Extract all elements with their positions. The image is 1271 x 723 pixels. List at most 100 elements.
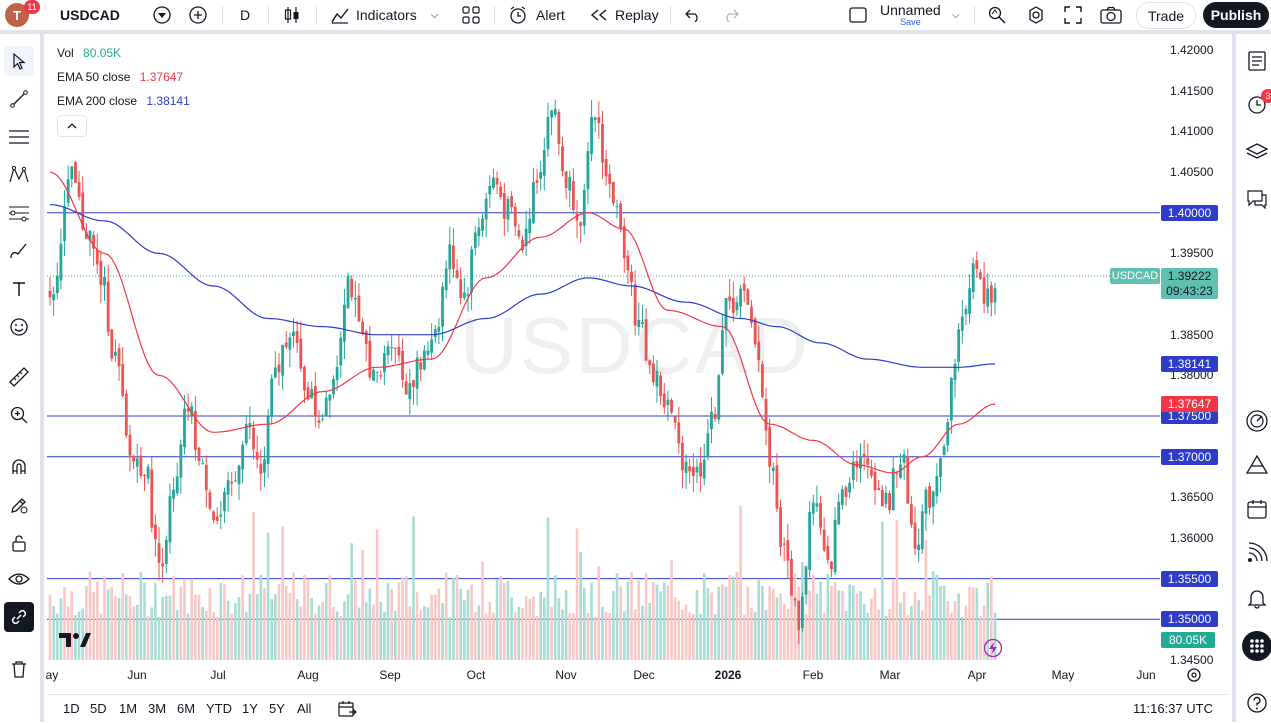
compare-symbol-icon[interactable] xyxy=(152,0,172,30)
interval-button[interactable]: D xyxy=(240,0,250,30)
indicators-button[interactable]: Indicators ⌵ xyxy=(330,0,438,30)
last-price-symbol-box[interactable]: USDCAD xyxy=(1110,268,1160,285)
volume-bar xyxy=(979,616,982,660)
eye-icon[interactable] xyxy=(4,564,34,594)
link-icon[interactable] xyxy=(4,602,34,632)
range-button-6m[interactable]: 6M xyxy=(177,701,196,716)
volume-legend[interactable]: Vol 80.05K xyxy=(57,46,121,60)
candle-body xyxy=(484,198,488,220)
alert-button[interactable]: Alert xyxy=(508,0,565,30)
last-price-box[interactable]: 1.39222 xyxy=(1161,268,1218,285)
candle-body xyxy=(557,111,561,144)
volume-bar xyxy=(844,610,848,660)
range-button-1y[interactable]: 1Y xyxy=(242,701,258,716)
range-button-3m[interactable]: 3M xyxy=(148,701,167,716)
tradingview-logo-icon[interactable] xyxy=(58,631,92,654)
range-button-1d[interactable]: 1D xyxy=(63,701,80,716)
range-button-all[interactable]: All xyxy=(297,701,312,716)
hline-price-box[interactable]: 1.37500 xyxy=(1161,408,1218,425)
price-tick-label: 1.34500 xyxy=(1170,652,1214,667)
hline-price-box[interactable]: 1.35500 xyxy=(1161,570,1218,587)
quick-search-icon[interactable] xyxy=(987,0,1007,30)
text-tool-icon[interactable] xyxy=(4,274,34,304)
fib-tool-icon[interactable] xyxy=(4,198,34,228)
volume-bar xyxy=(739,506,742,660)
undo-icon[interactable] xyxy=(684,0,702,30)
hline-price-box[interactable]: 1.37000 xyxy=(1161,448,1218,465)
candle-body xyxy=(804,566,808,595)
range-button-5y[interactable]: 5Y xyxy=(269,701,285,716)
candle-body xyxy=(604,159,608,177)
redo-icon[interactable] xyxy=(722,0,740,30)
layout-grid-icon[interactable] xyxy=(462,0,480,30)
camera-snapshot-icon[interactable] xyxy=(1100,0,1122,30)
clock-timezone[interactable]: 11:16:37 UTC xyxy=(1133,701,1213,716)
ema50-price-box[interactable]: 1.37647 xyxy=(1161,396,1218,413)
date-range-calendar-icon[interactable] xyxy=(337,699,357,722)
ema50-label: EMA 50 close xyxy=(57,70,131,84)
lock-icon[interactable] xyxy=(4,528,34,558)
trend-line-tool-icon[interactable] xyxy=(4,84,34,114)
candle-body xyxy=(586,150,590,190)
apps-grid-icon[interactable] xyxy=(1242,631,1271,661)
cursor-tool-icon[interactable] xyxy=(4,46,34,76)
lightning-icon[interactable] xyxy=(983,638,1003,663)
volume-bar xyxy=(306,578,310,660)
settings-gear-icon[interactable] xyxy=(1026,0,1046,30)
layout-chevron-down-icon[interactable]: ⌵ xyxy=(952,9,960,21)
layers-icon[interactable] xyxy=(1242,137,1271,167)
candle-body xyxy=(299,338,303,369)
candle-body xyxy=(880,489,884,507)
layout-checkbox-icon[interactable] xyxy=(848,0,868,30)
replay-button[interactable]: Replay xyxy=(590,0,659,30)
volume-bar xyxy=(841,590,844,660)
candle-body xyxy=(310,389,314,399)
price-tick-label: 1.39500 xyxy=(1170,246,1214,261)
magnet-icon[interactable] xyxy=(4,452,34,482)
horizontal-lines-tool-icon[interactable] xyxy=(4,122,34,152)
lock-drawing-pencil-icon[interactable] xyxy=(4,490,34,520)
pattern-tool-icon[interactable] xyxy=(4,160,34,190)
volume-price-box[interactable]: 80.05K xyxy=(1161,632,1215,648)
calendar-icon[interactable] xyxy=(1242,494,1271,524)
ema200-legend[interactable]: EMA 200 close 1.38141 xyxy=(57,94,190,108)
zoom-in-icon[interactable] xyxy=(4,400,34,430)
hline-price-box[interactable]: 1.40000 xyxy=(1161,204,1218,221)
range-button-5d[interactable]: 5D xyxy=(90,701,107,716)
notification-bell-icon[interactable] xyxy=(1242,583,1271,613)
collapse-legend-button[interactable] xyxy=(57,115,87,137)
volume-bar xyxy=(528,598,532,660)
alerts-clock-icon[interactable] xyxy=(1242,89,1271,119)
volume-bar xyxy=(601,606,604,660)
time-tick-label: ay xyxy=(45,668,59,682)
axis-settings-gear-icon[interactable] xyxy=(1186,667,1202,688)
chat-icon[interactable] xyxy=(1242,184,1271,214)
broadcast-icon[interactable] xyxy=(1242,538,1271,568)
layout-name-button[interactable]: Unnamed Save xyxy=(880,0,941,30)
ema200-price-box[interactable]: 1.38141 xyxy=(1161,355,1218,372)
fullscreen-icon[interactable] xyxy=(1064,0,1082,30)
add-symbol-icon[interactable] xyxy=(188,0,208,30)
ruler-tool-icon[interactable] xyxy=(4,362,34,392)
candle-body xyxy=(179,444,183,478)
candle-type-icon[interactable] xyxy=(283,0,301,30)
candle-body xyxy=(840,489,844,505)
trade-button[interactable]: Trade xyxy=(1136,2,1196,29)
brush-tool-icon[interactable] xyxy=(4,236,34,266)
volume-bar xyxy=(277,583,281,660)
range-button-1m[interactable]: 1M xyxy=(119,701,138,716)
candle-body xyxy=(81,192,85,230)
speedometer-icon[interactable] xyxy=(1242,406,1271,436)
watchlist-icon[interactable] xyxy=(1242,46,1271,76)
hline-price-box[interactable]: 1.35000 xyxy=(1161,611,1218,628)
help-icon[interactable] xyxy=(1242,688,1271,718)
trash-icon[interactable] xyxy=(4,654,34,684)
ideas-pyramid-icon[interactable] xyxy=(1242,450,1271,480)
ema50-legend[interactable]: EMA 50 close 1.37647 xyxy=(57,70,183,84)
range-button-ytd[interactable]: YTD xyxy=(206,701,232,716)
emoji-tool-icon[interactable] xyxy=(4,312,34,342)
candle-body xyxy=(826,545,830,561)
publish-button[interactable]: Publish xyxy=(1203,2,1269,28)
symbol-search-button[interactable]: USDCAD xyxy=(60,0,120,30)
candle-body xyxy=(601,123,604,163)
